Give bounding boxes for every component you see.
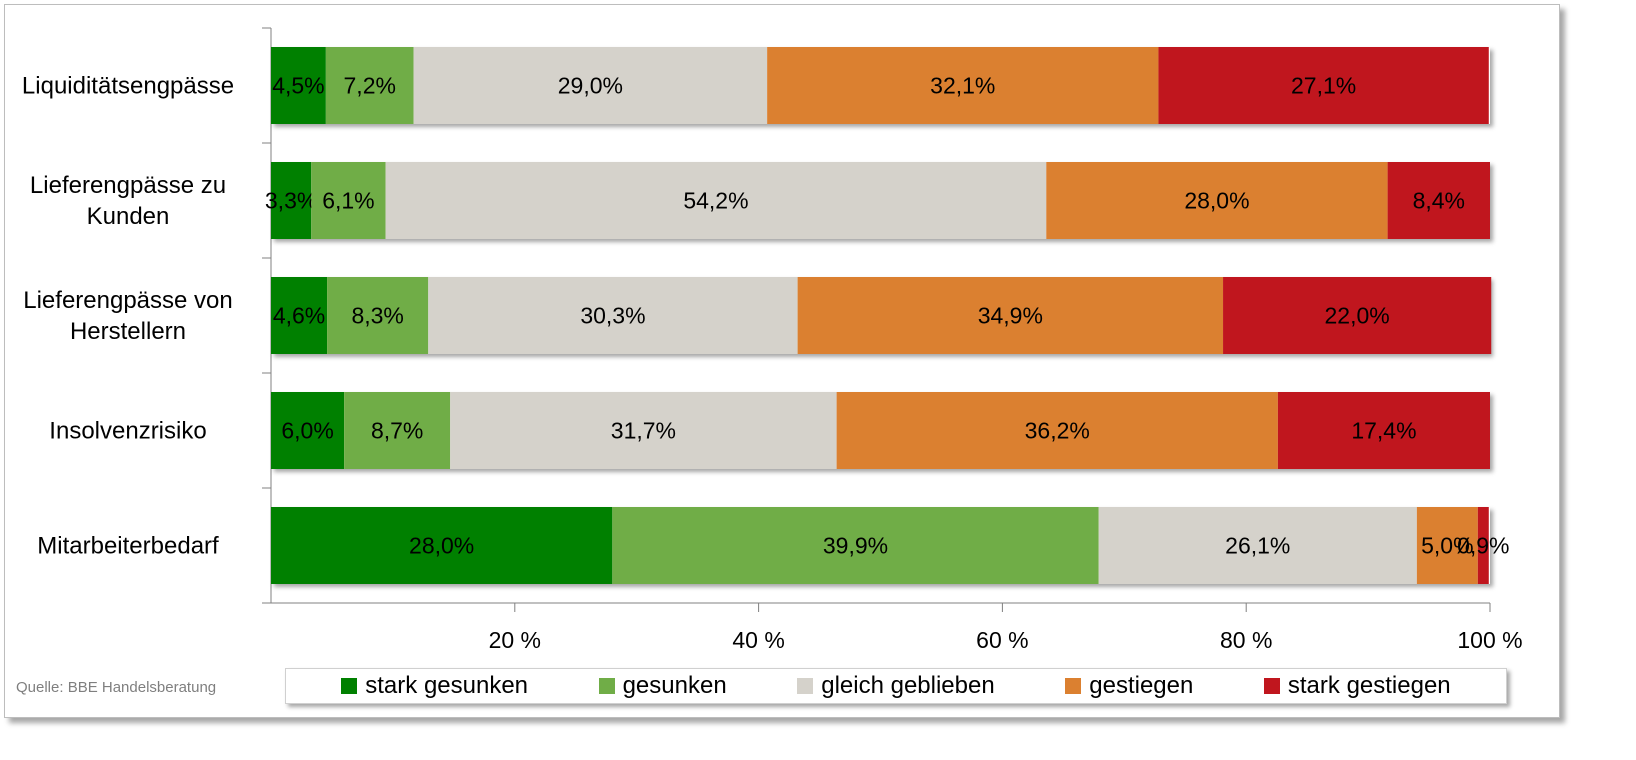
bar-segment bbox=[1477, 507, 1489, 584]
bar-segment bbox=[325, 47, 414, 124]
legend-swatch bbox=[797, 678, 814, 694]
data-label: 3,3% bbox=[265, 188, 317, 214]
bar-segment bbox=[797, 277, 1224, 354]
bar-segment bbox=[1046, 162, 1388, 239]
category-label: Herstellern bbox=[70, 318, 186, 345]
legend-label: gestiegen bbox=[1089, 672, 1194, 699]
data-label: 22,0% bbox=[1325, 303, 1390, 329]
category-label: Kunden bbox=[87, 203, 170, 230]
category-label: Insolvenzrisiko bbox=[49, 418, 206, 445]
bar-segment bbox=[1416, 507, 1478, 584]
data-label: 30,3% bbox=[580, 303, 645, 329]
legend-label: stark gesunken bbox=[365, 672, 529, 699]
bar-segment bbox=[428, 277, 798, 354]
bar-segment bbox=[836, 392, 1278, 469]
data-label: 36,2% bbox=[1025, 418, 1090, 444]
bar-segment bbox=[311, 162, 386, 239]
bar-segment bbox=[271, 392, 345, 469]
data-label: 6,0% bbox=[281, 418, 333, 444]
source-note: Quelle: BBE Handelsberatung bbox=[16, 679, 217, 696]
bar-segment bbox=[767, 47, 1159, 124]
legend-swatch bbox=[598, 678, 615, 694]
legend-swatch bbox=[1065, 678, 1082, 694]
bar-segment bbox=[327, 277, 429, 354]
bar-segment bbox=[1158, 47, 1489, 124]
category-label: Mitarbeiterbedarf bbox=[37, 533, 219, 560]
data-label: 28,0% bbox=[409, 533, 474, 559]
data-label: 4,6% bbox=[273, 303, 325, 329]
legend-item: gestiegen bbox=[1065, 672, 1193, 700]
x-tick-label: 60 % bbox=[976, 627, 1028, 653]
data-label: 28,0% bbox=[1184, 188, 1249, 214]
data-label: 27,1% bbox=[1291, 73, 1356, 99]
data-label: 54,2% bbox=[683, 188, 748, 214]
category-label: Lieferengpässe von bbox=[23, 287, 232, 314]
x-tick-label: 40 % bbox=[732, 627, 784, 653]
data-label: 7,2% bbox=[344, 73, 396, 99]
category-label: Liquiditätsengpässe bbox=[22, 73, 234, 100]
bar-segment bbox=[271, 507, 613, 584]
data-label: 8,7% bbox=[371, 418, 423, 444]
legend-label: gesunken bbox=[622, 672, 727, 699]
legend-item: stark gesunken bbox=[341, 672, 528, 700]
legend-item: gleich geblieben bbox=[797, 672, 995, 700]
data-label: 39,9% bbox=[823, 533, 888, 559]
legend-label: stark gestiegen bbox=[1287, 672, 1451, 699]
bar-segment bbox=[1223, 277, 1492, 354]
x-tick-label: 100 % bbox=[1457, 627, 1522, 653]
bar-segment bbox=[271, 277, 328, 354]
legend-item: stark gestiegen bbox=[1263, 672, 1451, 700]
data-label: 8,3% bbox=[351, 303, 403, 329]
data-label: 26,1% bbox=[1225, 533, 1290, 559]
bar-segment bbox=[1277, 392, 1490, 469]
bar-segment bbox=[1098, 507, 1417, 584]
legend-label: gleich geblieben bbox=[821, 672, 995, 699]
data-label: 31,7% bbox=[611, 418, 676, 444]
data-label: 8,4% bbox=[1413, 188, 1465, 214]
data-label: 0,9% bbox=[1457, 533, 1509, 559]
bar-segment bbox=[344, 392, 451, 469]
data-label: 4,5% bbox=[272, 73, 324, 99]
data-label: 34,9% bbox=[978, 303, 1043, 329]
bar-segment bbox=[271, 47, 326, 124]
bar-segment bbox=[413, 47, 768, 124]
bar-segment bbox=[1387, 162, 1490, 239]
bar-segment bbox=[271, 162, 312, 239]
x-tick-label: 80 % bbox=[1220, 627, 1272, 653]
data-label: 6,1% bbox=[322, 188, 374, 214]
legend-swatch bbox=[341, 678, 358, 694]
bar-segment bbox=[612, 507, 1099, 584]
legend-swatch bbox=[1263, 678, 1280, 694]
data-label: 29,0% bbox=[558, 73, 623, 99]
bar-segment bbox=[385, 162, 1047, 239]
bar-segment bbox=[450, 392, 837, 469]
legend-item: gesunken bbox=[598, 672, 727, 700]
data-label: 32,1% bbox=[930, 73, 995, 99]
category-label: Lieferengpässe zu bbox=[30, 172, 226, 199]
x-tick-label: 20 % bbox=[489, 627, 541, 653]
data-label: 5,0% bbox=[1421, 533, 1473, 559]
data-label: 17,4% bbox=[1351, 418, 1416, 444]
chart-legend: stark gesunken gesunken gleich geblieben ge… bbox=[285, 668, 1507, 704]
